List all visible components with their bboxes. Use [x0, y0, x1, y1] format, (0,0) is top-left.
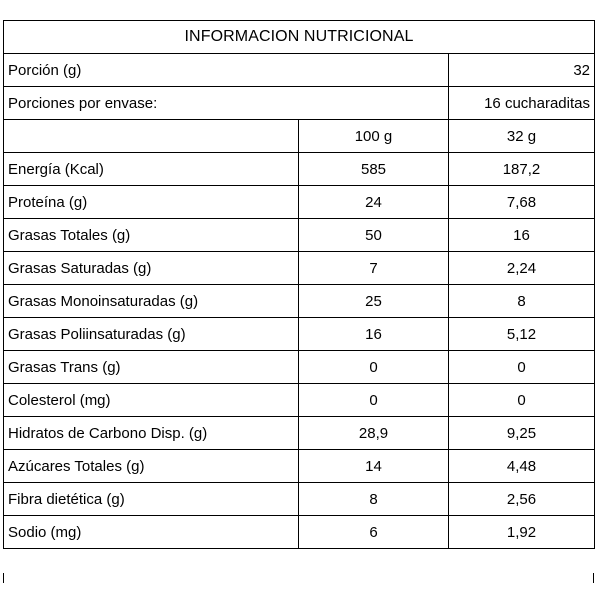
table-row: Grasas Poliinsaturadas (g) 16 5,12 — [3, 317, 595, 351]
column-header-per-100g: 100 g — [298, 119, 449, 153]
value-per-portion: 0 — [448, 350, 595, 384]
title-row: INFORMACION NUTRICIONAL — [3, 20, 595, 54]
table-row: Grasas Trans (g) 0 0 — [3, 350, 595, 384]
value-per-portion: 0 — [448, 383, 595, 417]
nutrient-label: Fibra dietética (g) — [3, 482, 299, 516]
table-row: Hidratos de Carbono Disp. (g) 28,9 9,25 — [3, 416, 595, 450]
portions-per-package-label: Porciones por envase: — [3, 86, 449, 120]
value-per-100g: 25 — [298, 284, 449, 318]
nutrient-label: Colesterol (mg) — [3, 383, 299, 417]
value-per-portion: 4,48 — [448, 449, 595, 483]
column-header-row: 100 g 32 g — [3, 119, 595, 153]
portions-per-package-row: Porciones por envase: 16 cucharaditas — [3, 86, 595, 120]
value-per-100g: 585 — [298, 152, 449, 186]
value-per-portion: 187,2 — [448, 152, 595, 186]
value-per-100g: 28,9 — [298, 416, 449, 450]
value-per-portion: 5,12 — [448, 317, 595, 351]
table-row: Grasas Totales (g) 50 16 — [3, 218, 595, 252]
nutrition-facts-table: INFORMACION NUTRICIONAL Porción (g) 32 P… — [3, 20, 595, 549]
column-header-per-portion: 32 g — [448, 119, 595, 153]
table-row: Colesterol (mg) 0 0 — [3, 383, 595, 417]
value-per-portion: 9,25 — [448, 416, 595, 450]
nutrient-label: Grasas Trans (g) — [3, 350, 299, 384]
nutrient-label: Hidratos de Carbono Disp. (g) — [3, 416, 299, 450]
table-continuation-left-border — [3, 573, 4, 583]
nutrient-label: Grasas Totales (g) — [3, 218, 299, 252]
nutrient-label: Azúcares Totales (g) — [3, 449, 299, 483]
table-row: Fibra dietética (g) 8 2,56 — [3, 482, 595, 516]
nutrient-label: Proteína (g) — [3, 185, 299, 219]
table-title: INFORMACION NUTRICIONAL — [3, 20, 595, 54]
table-row: Grasas Monoinsaturadas (g) 25 8 — [3, 284, 595, 318]
value-per-100g: 16 — [298, 317, 449, 351]
value-per-100g: 14 — [298, 449, 449, 483]
value-per-100g: 6 — [298, 515, 449, 549]
portion-label: Porción (g) — [3, 53, 449, 87]
nutrient-label: Grasas Poliinsaturadas (g) — [3, 317, 299, 351]
nutrient-label: Grasas Saturadas (g) — [3, 251, 299, 285]
table-row: Grasas Saturadas (g) 7 2,24 — [3, 251, 595, 285]
value-per-portion: 16 — [448, 218, 595, 252]
portions-per-package-value: 16 cucharaditas — [448, 86, 595, 120]
value-per-100g: 8 — [298, 482, 449, 516]
portion-value: 32 — [448, 53, 595, 87]
column-header-blank — [3, 119, 299, 153]
value-per-100g: 24 — [298, 185, 449, 219]
table-continuation-right-border — [593, 573, 594, 583]
table-row: Azúcares Totales (g) 14 4,48 — [3, 449, 595, 483]
nutrient-label: Sodio (mg) — [3, 515, 299, 549]
table-row: Proteína (g) 24 7,68 — [3, 185, 595, 219]
value-per-100g: 0 — [298, 383, 449, 417]
nutrient-label: Grasas Monoinsaturadas (g) — [3, 284, 299, 318]
nutrient-label: Energía (Kcal) — [3, 152, 299, 186]
value-per-portion: 8 — [448, 284, 595, 318]
value-per-portion: 7,68 — [448, 185, 595, 219]
value-per-100g: 50 — [298, 218, 449, 252]
value-per-100g: 7 — [298, 251, 449, 285]
value-per-portion: 2,24 — [448, 251, 595, 285]
table-row: Sodio (mg) 6 1,92 — [3, 515, 595, 549]
value-per-portion: 2,56 — [448, 482, 595, 516]
portion-row: Porción (g) 32 — [3, 53, 595, 87]
table-row: Energía (Kcal) 585 187,2 — [3, 152, 595, 186]
value-per-100g: 0 — [298, 350, 449, 384]
value-per-portion: 1,92 — [448, 515, 595, 549]
